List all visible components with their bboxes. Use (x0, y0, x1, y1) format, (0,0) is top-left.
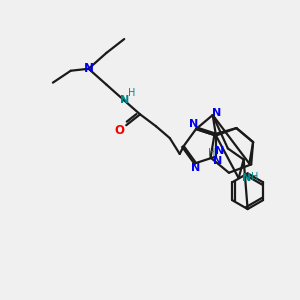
Text: N: N (215, 146, 224, 156)
Text: O: O (114, 124, 124, 137)
Text: H: H (128, 88, 136, 98)
Text: N: N (242, 173, 251, 183)
Text: N: N (84, 62, 94, 75)
Text: N: N (191, 163, 201, 173)
Text: N: N (189, 119, 199, 129)
Text: N: N (213, 157, 223, 166)
Text: H: H (208, 148, 216, 158)
Text: N: N (212, 108, 221, 118)
Text: N: N (120, 95, 129, 106)
Text: H: H (251, 172, 258, 182)
